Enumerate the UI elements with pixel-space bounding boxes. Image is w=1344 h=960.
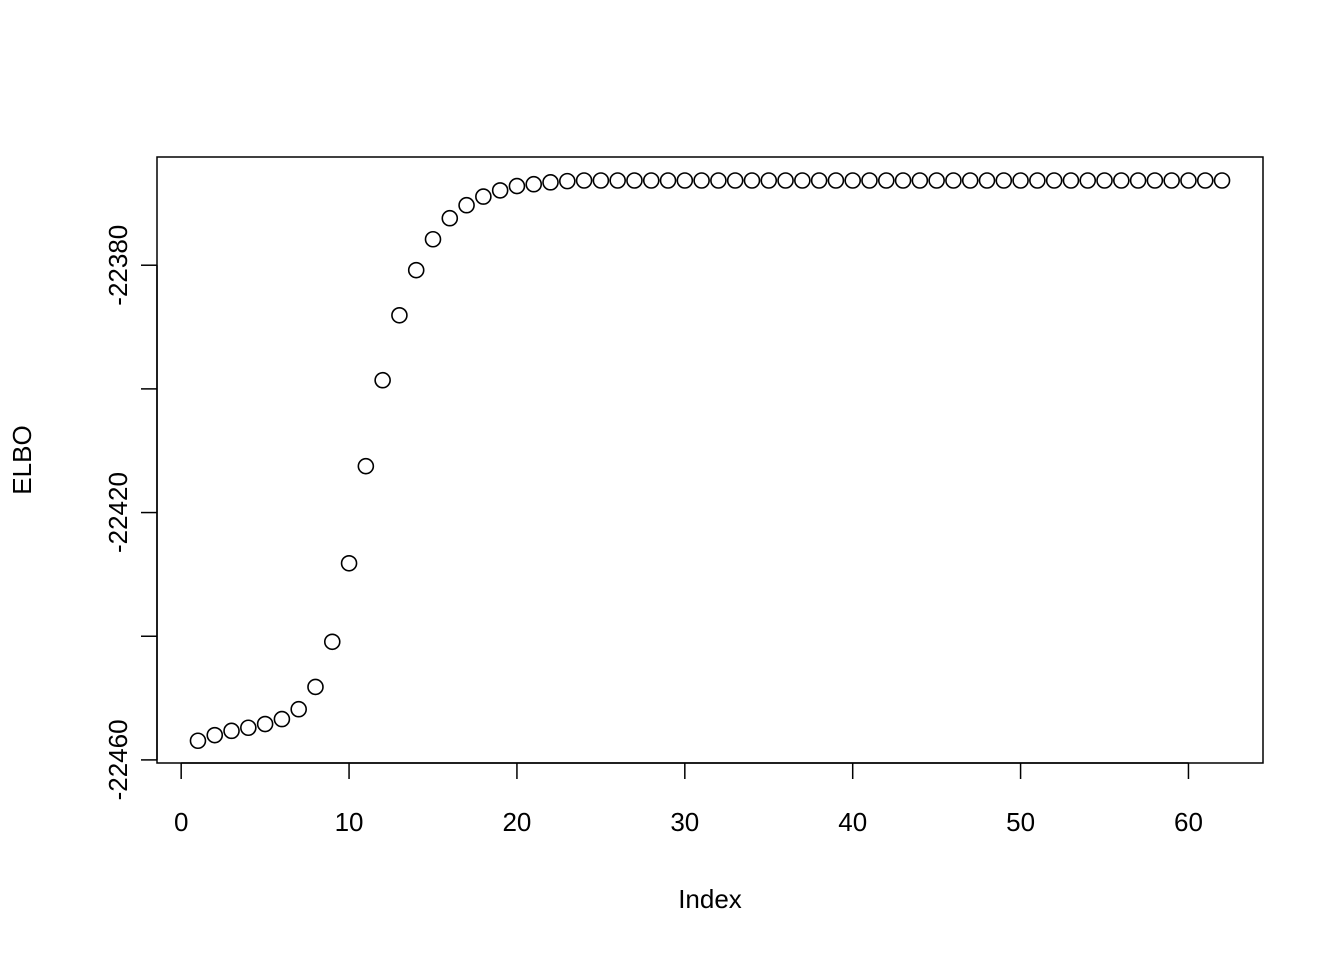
point <box>1096 172 1113 189</box>
x-axis-title: Index <box>678 884 742 914</box>
y-axis-title: ELBO <box>7 425 37 494</box>
point <box>794 172 811 189</box>
point <box>273 710 291 728</box>
point <box>626 172 643 189</box>
x-tick-label: 30 <box>670 807 699 837</box>
point <box>861 172 878 189</box>
point <box>1163 172 1180 189</box>
point <box>559 172 576 190</box>
point <box>1029 172 1046 189</box>
point <box>441 209 459 227</box>
point <box>1079 172 1097 189</box>
point <box>189 732 207 750</box>
x-tick-label: 10 <box>335 807 364 837</box>
point <box>508 177 526 195</box>
point <box>676 172 694 189</box>
point <box>323 633 341 651</box>
point <box>424 230 442 248</box>
point <box>223 722 240 740</box>
point <box>877 172 895 189</box>
point <box>575 172 593 189</box>
point <box>542 174 559 191</box>
point <box>894 172 912 189</box>
point <box>391 307 408 324</box>
point <box>642 172 660 189</box>
y-tick-label: -22460 <box>103 719 133 800</box>
y-tick-label: -22380 <box>103 225 133 306</box>
point <box>1045 172 1063 189</box>
x-tick-label: 0 <box>174 807 188 837</box>
point <box>760 172 778 189</box>
point <box>1213 172 1231 189</box>
point <box>357 457 375 475</box>
x-tick-label: 20 <box>502 807 531 837</box>
point <box>592 172 610 189</box>
x-tick-label: 60 <box>1174 807 1203 837</box>
point <box>407 261 425 279</box>
plot-box <box>156 156 1264 764</box>
point <box>1129 172 1147 189</box>
point <box>827 172 845 189</box>
point <box>978 172 996 189</box>
point <box>810 172 828 189</box>
point <box>743 172 761 189</box>
point <box>693 172 710 189</box>
point <box>710 172 727 189</box>
point <box>961 172 979 189</box>
point <box>240 719 257 737</box>
point <box>307 678 324 696</box>
point <box>1146 172 1164 189</box>
point <box>491 182 509 199</box>
x-tick-label: 50 <box>1006 807 1035 837</box>
point <box>844 172 861 189</box>
point <box>525 175 543 193</box>
point <box>777 172 794 189</box>
point <box>609 172 626 189</box>
y-tick-label: -22420 <box>103 472 133 553</box>
point <box>911 172 929 189</box>
point <box>290 700 307 718</box>
point <box>1113 172 1130 189</box>
point <box>659 172 677 189</box>
point <box>1062 172 1080 189</box>
point <box>1012 172 1029 189</box>
point <box>928 172 945 189</box>
point <box>458 196 475 214</box>
point <box>945 172 962 189</box>
point <box>340 554 358 572</box>
point <box>995 172 1013 189</box>
point <box>1196 172 1214 189</box>
point <box>1180 172 1197 189</box>
point <box>475 188 492 205</box>
point <box>374 371 391 389</box>
point <box>206 726 224 744</box>
x-tick-label: 40 <box>838 807 867 837</box>
point <box>726 172 744 189</box>
point <box>256 715 274 733</box>
